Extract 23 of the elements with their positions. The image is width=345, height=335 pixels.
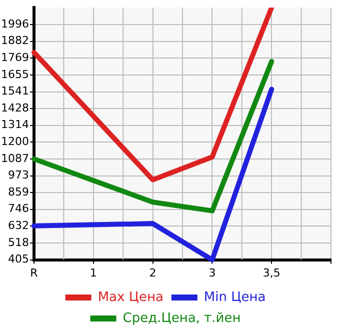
x-tick-label: 2 <box>149 266 156 280</box>
x-tick-label: 3,5 <box>262 266 280 280</box>
y-tick-label: 1769 <box>0 50 29 64</box>
y-tick-label: 1655 <box>0 68 29 81</box>
x-tick-label: 1 <box>90 266 97 280</box>
y-tick-label: 1314 <box>0 118 29 132</box>
y-tick-label: 973 <box>8 168 29 182</box>
x-tick-label: 3 <box>208 266 216 280</box>
legend-label: Max Цена <box>98 290 164 305</box>
legend-label: Min Цена <box>204 290 266 305</box>
y-tick-label: 1882 <box>0 34 29 48</box>
y-tick-label: 1996 <box>0 17 29 30</box>
y-tick-label: 1541 <box>0 84 29 98</box>
y-tick-label: 1428 <box>0 101 29 114</box>
y-tick-label: 859 <box>8 186 29 199</box>
y-tick-label: 1200 <box>0 135 29 148</box>
y-tick-label: 518 <box>8 236 29 249</box>
y-tick-label: 746 <box>8 202 29 216</box>
legend-label: Сред.Цена, т.йен <box>122 310 241 326</box>
y-tick-label: 1087 <box>0 152 29 165</box>
y-tick-label: 632 <box>8 219 29 232</box>
y-tick-label: 405 <box>8 252 29 266</box>
x-tick-label: R <box>30 266 38 280</box>
